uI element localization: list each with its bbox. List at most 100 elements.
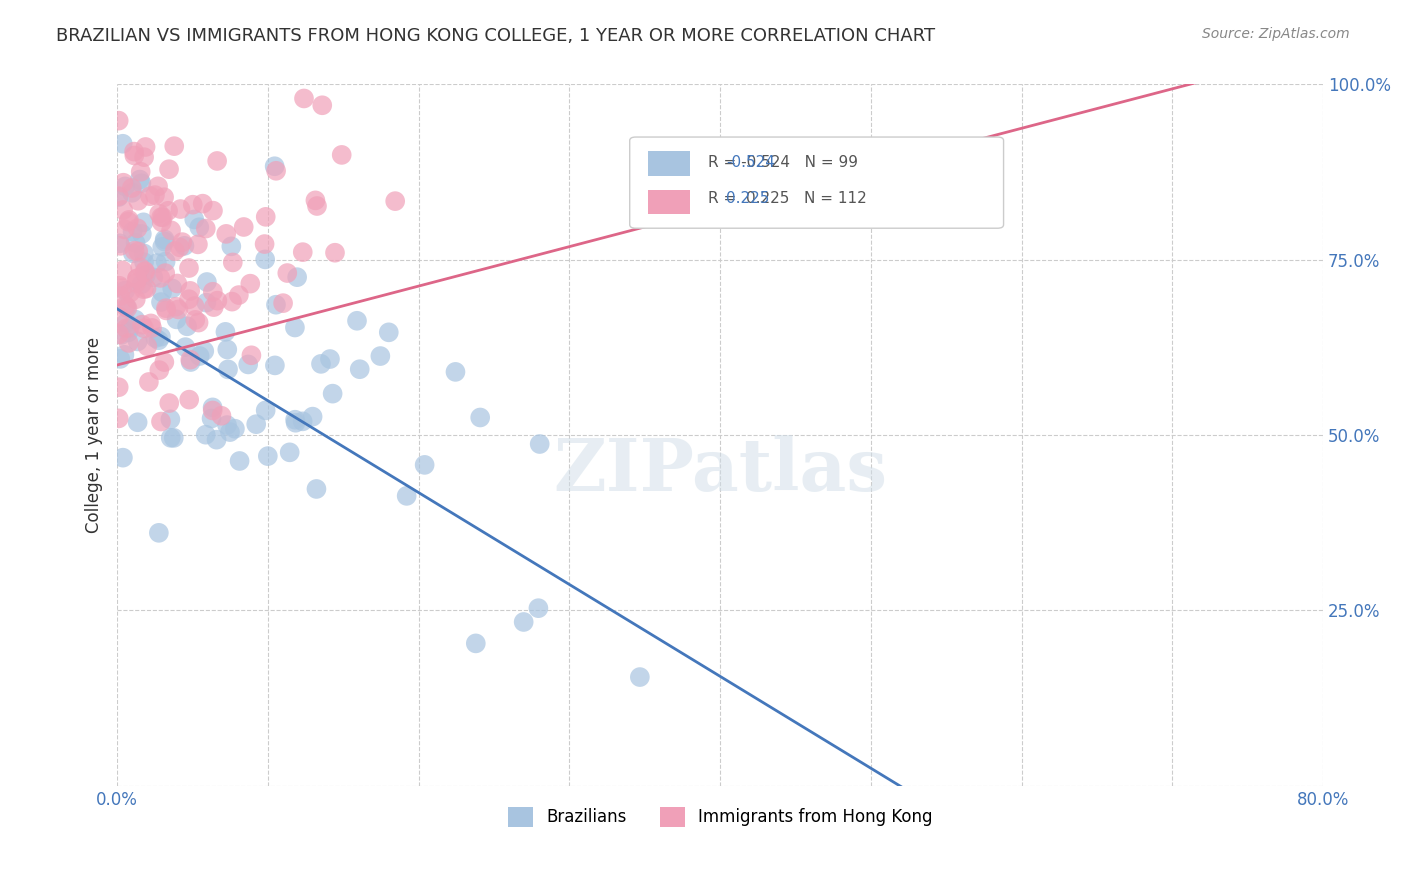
Brazilians (111, 136, 134, 151)
Immigrants from Hong Kong (131, 318, 153, 332)
Brazilians (174, 340, 197, 354)
Brazilians (114, 284, 136, 298)
Brazilians (264, 298, 287, 312)
Brazilians (153, 232, 176, 246)
Brazilians (115, 300, 138, 314)
Immigrants from Hong Kong (160, 223, 183, 237)
Immigrants from Hong Kong (108, 310, 131, 324)
Brazilians (305, 482, 328, 496)
Brazilians (214, 325, 236, 339)
FancyBboxPatch shape (648, 190, 690, 214)
Immigrants from Hong Kong (201, 285, 224, 299)
Brazilians (115, 315, 138, 329)
Immigrants from Hong Kong (108, 278, 131, 293)
Immigrants from Hong Kong (125, 271, 148, 285)
Immigrants from Hong Kong (187, 316, 209, 330)
Immigrants from Hong Kong (110, 239, 132, 253)
Immigrants from Hong Kong (122, 145, 145, 159)
Immigrants from Hong Kong (135, 281, 157, 295)
Immigrants from Hong Kong (127, 221, 149, 235)
Brazilians (131, 176, 153, 190)
Immigrants from Hong Kong (264, 163, 287, 178)
Immigrants from Hong Kong (163, 244, 186, 259)
Text: ZIPatlas: ZIPatlas (553, 434, 887, 506)
Immigrants from Hong Kong (149, 415, 172, 429)
Brazilians (628, 670, 651, 684)
Text: 0.225: 0.225 (725, 191, 769, 205)
Immigrants from Hong Kong (146, 179, 169, 194)
Immigrants from Hong Kong (117, 301, 139, 315)
Brazilians (291, 414, 314, 428)
Legend: Brazilians, Immigrants from Hong Kong: Brazilians, Immigrants from Hong Kong (501, 800, 939, 833)
Immigrants from Hong Kong (134, 150, 156, 164)
Immigrants from Hong Kong (157, 162, 180, 177)
Brazilians (194, 427, 217, 442)
Immigrants from Hong Kong (152, 210, 174, 224)
Immigrants from Hong Kong (111, 281, 134, 295)
Brazilians (193, 344, 215, 359)
Immigrants from Hong Kong (107, 411, 129, 425)
Immigrants from Hong Kong (108, 289, 131, 303)
Brazilians (117, 326, 139, 340)
Brazilians (131, 277, 153, 291)
Immigrants from Hong Kong (125, 271, 148, 285)
Brazilians (149, 329, 172, 343)
Immigrants from Hong Kong (232, 219, 254, 234)
Immigrants from Hong Kong (124, 244, 146, 258)
Immigrants from Hong Kong (181, 197, 204, 211)
Immigrants from Hong Kong (215, 227, 238, 241)
Immigrants from Hong Kong (253, 237, 276, 252)
Immigrants from Hong Kong (143, 188, 166, 202)
Brazilians (155, 254, 177, 268)
Immigrants from Hong Kong (165, 300, 187, 314)
Immigrants from Hong Kong (179, 352, 201, 367)
Immigrants from Hong Kong (125, 276, 148, 290)
Brazilians (160, 281, 183, 295)
Brazilians (413, 458, 436, 472)
Brazilians (512, 615, 534, 629)
Brazilians (195, 295, 218, 310)
Brazilians (470, 410, 492, 425)
Immigrants from Hong Kong (124, 148, 146, 162)
Immigrants from Hong Kong (138, 375, 160, 389)
Brazilians (127, 415, 149, 429)
Immigrants from Hong Kong (111, 263, 134, 277)
Brazilians (163, 431, 186, 445)
FancyBboxPatch shape (648, 151, 690, 176)
Brazilians (370, 349, 392, 363)
Immigrants from Hong Kong (202, 300, 225, 314)
Immigrants from Hong Kong (155, 301, 177, 316)
Brazilians (142, 270, 165, 285)
Immigrants from Hong Kong (153, 355, 176, 369)
Immigrants from Hong Kong (141, 321, 163, 335)
Immigrants from Hong Kong (191, 196, 214, 211)
Brazilians (122, 246, 145, 260)
Brazilians (159, 431, 181, 445)
Brazilians (107, 190, 129, 204)
Brazilians (301, 409, 323, 424)
Brazilians (153, 235, 176, 249)
Immigrants from Hong Kong (169, 202, 191, 216)
Brazilians (146, 256, 169, 270)
Brazilians (180, 355, 202, 369)
Brazilians (217, 343, 239, 357)
Brazilians (159, 412, 181, 426)
Brazilians (221, 239, 243, 253)
Immigrants from Hong Kong (276, 266, 298, 280)
Immigrants from Hong Kong (222, 255, 245, 269)
Brazilians (201, 401, 224, 415)
Immigrants from Hong Kong (107, 380, 129, 394)
Immigrants from Hong Kong (305, 199, 328, 213)
Immigrants from Hong Kong (148, 207, 170, 221)
Immigrants from Hong Kong (120, 285, 142, 300)
Brazilians (219, 425, 242, 439)
Immigrants from Hong Kong (118, 335, 141, 350)
Brazilians (108, 236, 131, 251)
Immigrants from Hong Kong (239, 277, 262, 291)
Text: BRAZILIAN VS IMMIGRANTS FROM HONG KONG COLLEGE, 1 YEAR OR MORE CORRELATION CHART: BRAZILIAN VS IMMIGRANTS FROM HONG KONG C… (56, 27, 935, 45)
Brazilians (145, 331, 167, 345)
Immigrants from Hong Kong (149, 271, 172, 285)
Brazilians (284, 320, 307, 334)
Immigrants from Hong Kong (172, 235, 194, 249)
Brazilians (166, 312, 188, 326)
